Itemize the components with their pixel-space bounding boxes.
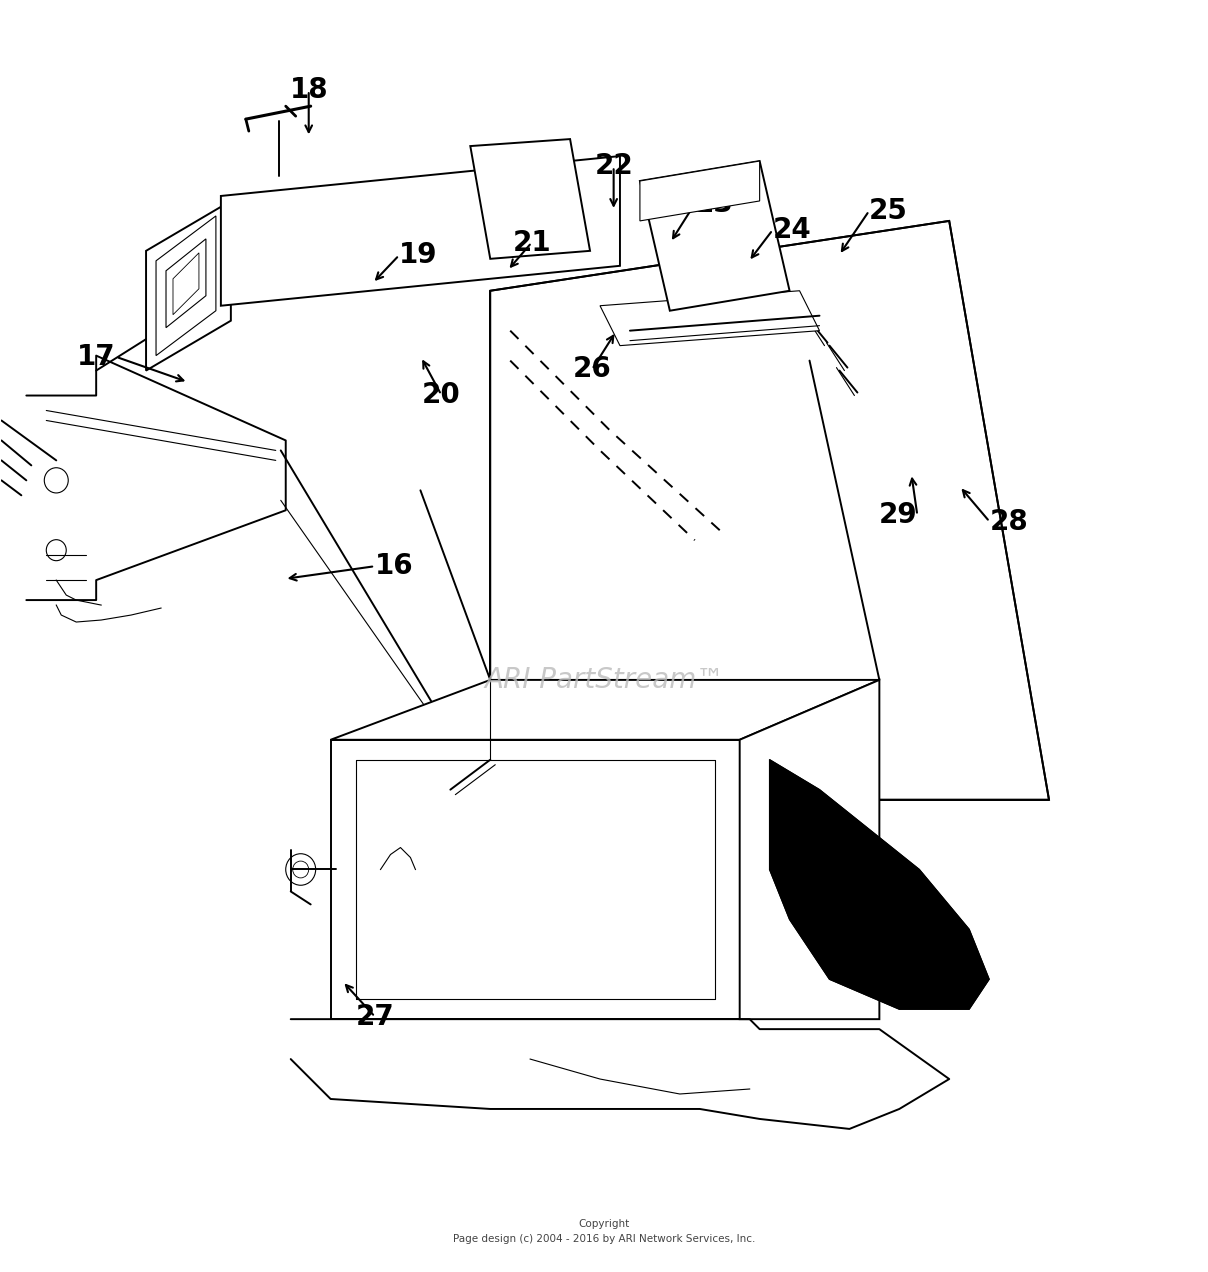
Circle shape	[46, 539, 66, 561]
Text: 19: 19	[399, 242, 437, 270]
Text: 27: 27	[355, 1002, 394, 1030]
Polygon shape	[146, 201, 231, 370]
Text: 16: 16	[374, 552, 413, 580]
Polygon shape	[331, 740, 739, 1019]
Circle shape	[580, 809, 620, 851]
Polygon shape	[600, 291, 819, 346]
Polygon shape	[640, 162, 790, 310]
Circle shape	[286, 854, 315, 885]
Circle shape	[45, 468, 68, 494]
Polygon shape	[769, 759, 989, 1009]
Circle shape	[292, 861, 309, 878]
Circle shape	[332, 200, 389, 258]
Circle shape	[658, 223, 702, 268]
Text: 29: 29	[878, 501, 917, 529]
Polygon shape	[490, 221, 1049, 800]
Circle shape	[712, 237, 748, 275]
Circle shape	[490, 169, 550, 233]
Circle shape	[345, 212, 376, 245]
Circle shape	[641, 936, 658, 953]
Text: 22: 22	[594, 153, 633, 181]
Polygon shape	[165, 239, 205, 328]
Polygon shape	[739, 681, 879, 1019]
Circle shape	[668, 233, 692, 258]
Text: 18: 18	[290, 76, 329, 104]
Circle shape	[475, 154, 565, 248]
Text: 28: 28	[989, 508, 1028, 536]
Circle shape	[393, 187, 448, 245]
Polygon shape	[640, 162, 760, 221]
Polygon shape	[221, 156, 620, 305]
Circle shape	[393, 810, 448, 869]
Text: ARI PartStream™: ARI PartStream™	[484, 667, 724, 695]
Text: 25: 25	[869, 197, 908, 225]
Text: 17: 17	[77, 342, 116, 370]
Circle shape	[273, 211, 329, 270]
Polygon shape	[331, 681, 879, 740]
Circle shape	[285, 225, 316, 257]
Circle shape	[405, 200, 436, 232]
Text: 23: 23	[695, 191, 733, 219]
Text: 26: 26	[573, 355, 611, 383]
Polygon shape	[470, 139, 590, 258]
Text: 24: 24	[773, 216, 812, 244]
Text: 21: 21	[512, 229, 551, 257]
Circle shape	[580, 170, 600, 192]
Text: 20: 20	[422, 380, 460, 408]
Text: Copyright
Page design (c) 2004 - 2016 by ARI Network Services, Inc.: Copyright Page design (c) 2004 - 2016 by…	[453, 1220, 755, 1244]
